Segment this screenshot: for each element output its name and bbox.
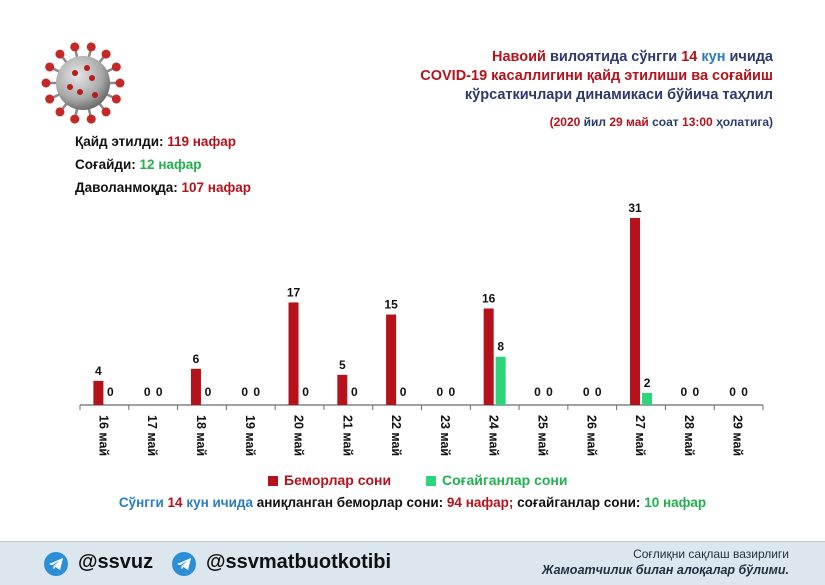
data-label-recovered: 0 [253,385,260,399]
stat-value: 107 нафар [181,180,252,195]
x-tick-label: 20 май [292,415,306,456]
data-label-recovered: 8 [497,340,504,354]
x-tick-label: 17 май [145,415,159,456]
line1-segment: кун [697,49,726,65]
telegram-handle-2[interactable]: @ssvmatbuotkotibi [206,551,392,573]
title-line-2: COVID-19 касаллигини қайд этилиши ва соғ… [420,67,773,86]
stat-in-treatment: Даволанмоқда: 107 нафар [75,180,252,195]
summary-line: Сўнгги 14 кун ичида аниқланган беморлар … [0,495,825,510]
data-label-recovered: 0 [741,385,748,399]
bar-recovered [495,356,506,405]
data-label-recovered: 0 [302,385,309,399]
coronavirus-icon [41,42,125,124]
ministry-name: Соғлиқни сақлаш вазирлиги [633,547,789,561]
telegram-handle-1[interactable]: @ssvuz [78,551,154,573]
legend-item-patients: Беморлар сони [268,472,391,488]
x-tick-label: 25 май [535,415,549,456]
bar-patients [190,368,201,405]
data-label-recovered: 0 [351,385,358,399]
data-label-patients: 0 [437,385,444,399]
data-label-patients: 31 [628,201,642,215]
line1-segment: вилоятида сўнгги [545,49,682,65]
x-tick-label: 18 май [194,415,208,456]
date_line-segment: ҳолатига) [712,115,773,129]
date_line-segment: 29 май [609,115,649,129]
chart-title: Навоий вилоятида сўнгги 14 кун ичида COV… [420,48,773,105]
data-label-patients: 0 [680,385,687,399]
data-label-recovered: 0 [400,385,407,399]
line2-segment: COVID-19 [420,68,488,84]
x-tick-label: 23 май [438,415,452,456]
summary-segment: кун ичида [182,495,253,510]
data-label-recovered: 0 [692,385,699,399]
data-label-recovered: 0 [449,385,456,399]
stat-recovered: Соғайди: 12 нафар [75,157,202,172]
data-label-patients: 0 [583,385,590,399]
data-label-patients: 0 [144,385,151,399]
data-label-patients: 17 [287,285,301,299]
data-label-patients: 4 [95,364,102,378]
data-label-patients: 15 [384,298,398,312]
x-tick-label: 28 май [682,415,696,456]
data-label-recovered: 0 [595,385,602,399]
stat-registered: Қайд этилди: 119 нафар [75,134,237,149]
stat-value: 119 нафар [167,134,237,149]
legend-swatch [268,476,278,487]
data-label-recovered: 0 [107,385,114,399]
title-line-1: Навоий вилоятида сўнгги 14 кун ичида [420,48,773,67]
data-label-recovered: 0 [156,385,163,399]
legend-item-recovered: Соғайганлар сони [426,472,567,488]
bar-recovered [642,392,653,405]
data-label-patients: 16 [482,291,496,305]
date_line-segment: (2020 [549,115,581,129]
bar-patients [483,308,494,405]
date_line-segment: соат [648,115,683,129]
line1-segment: Навоий [492,49,546,65]
summary-segment: 14 [167,495,183,510]
data-label-patients: 0 [241,385,248,399]
data-label-recovered: 0 [546,385,553,399]
summary-segment: Сўнгги [118,495,168,510]
data-label-patients: 0 [729,385,736,399]
bar-patients [93,380,104,405]
data-label-patients: 5 [339,358,346,372]
x-tick-label: 29 май [731,415,745,456]
date_line-segment: 13:00 [682,115,713,129]
bar-patients [337,374,348,405]
summary-segment: аниқланган беморлар сони: [253,495,447,510]
x-tick-label: 19 май [243,415,257,456]
bar-patients [386,314,397,405]
line1-segment: 14 [681,49,698,65]
stat-value: 12 нафар [139,157,202,172]
legend-swatch [426,476,436,487]
date_line-segment: йил [580,115,610,129]
footer-bar: @ssvuz @ssvmatbuotkotibi Соғлиқни сақлаш… [0,541,825,585]
line1-segment: ичида [725,49,773,65]
x-tick-label: 16 май [96,415,110,456]
data-label-patients: 0 [534,385,541,399]
x-tick-label: 26 май [584,415,598,456]
x-tick-label: 27 май [633,415,647,456]
x-tick-label: 21 май [340,415,354,456]
data-label-recovered: 0 [205,385,212,399]
ministry-department: Жамоатчилик билан алоқалар бўлими. [541,563,789,577]
summary-segment: 94 нафар; [446,495,514,510]
bar-patients [288,302,299,405]
summary-segment: соғайганлар сони: [513,495,645,510]
x-tick-label: 22 май [389,415,403,456]
data-label-patients: 6 [193,352,200,366]
date-line: (2020 йил 29 май соат 13:00 ҳолатига) [550,113,773,132]
summary-segment: 10 нафар [644,495,707,510]
title-line-3: кўрсаткичлари динамикаси бўйича таҳлил [464,87,773,103]
x-tick-label: 24 май [487,415,501,456]
telegram-icon [44,552,68,576]
data-label-recovered: 2 [644,376,651,390]
bar-patients [630,218,641,405]
line2-segment: касаллигини қайд этилиши ва соғайиш [487,68,773,84]
telegram-icon [172,552,196,576]
